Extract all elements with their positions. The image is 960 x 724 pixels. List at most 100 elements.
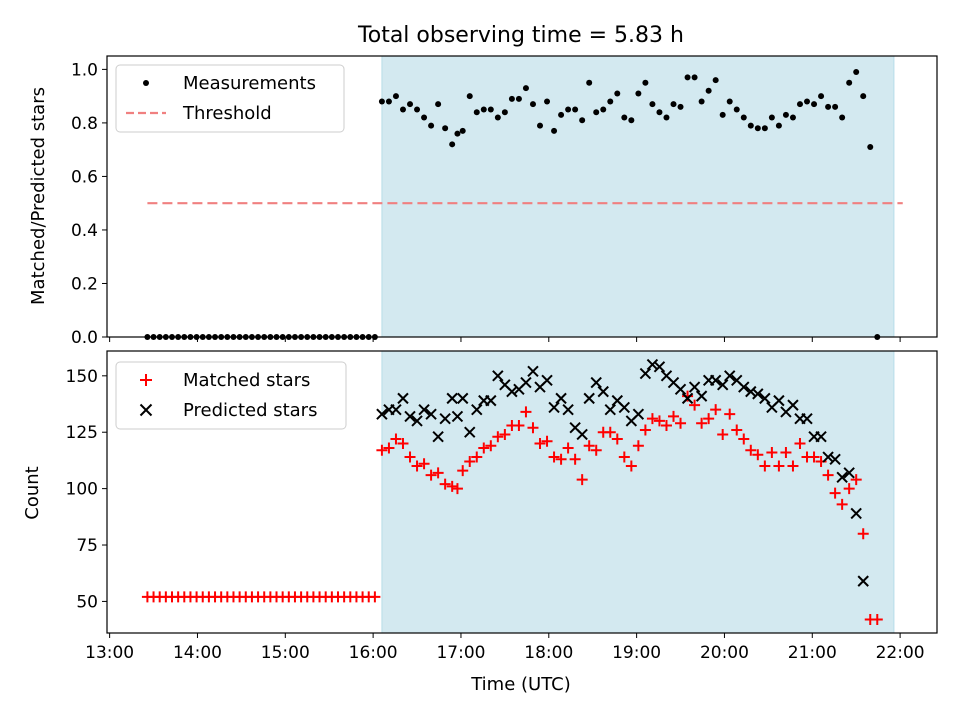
- measurement-point: [522, 85, 529, 92]
- matched-star-point: [432, 467, 444, 479]
- measurement-point: [839, 114, 846, 121]
- measurement-point: [804, 98, 811, 105]
- measurement-point: [635, 90, 642, 97]
- predicted-star-point: [555, 392, 567, 405]
- y-tick-label: 0.2: [71, 274, 98, 294]
- legend-label: Predicted stars: [183, 400, 317, 421]
- measurement-point: [796, 101, 803, 108]
- matched-star-point: [604, 426, 616, 438]
- y-tick-label: 1.0: [71, 60, 98, 80]
- predicted-star-point: [418, 403, 430, 416]
- matched-star-point: [646, 413, 658, 425]
- measurement-point: [421, 114, 428, 121]
- measurement-point: [740, 114, 747, 121]
- matched-star-point: [513, 419, 525, 431]
- legend-box: [115, 361, 347, 430]
- predicted-star-point: [541, 374, 553, 387]
- predicted-star-point: [787, 399, 799, 411]
- measurement-point: [614, 90, 621, 97]
- matched-star-point: [794, 437, 806, 449]
- matched-star-point: [451, 483, 463, 495]
- measurement-point: [600, 106, 607, 113]
- matched-star-point: [660, 419, 672, 431]
- legend-label: Threshold: [182, 103, 272, 124]
- predicted-star-point: [709, 374, 722, 387]
- measurement-point: [449, 141, 456, 148]
- measurement-point: [586, 79, 593, 86]
- predicted-star-point: [390, 403, 402, 416]
- matched-star-point: [766, 447, 778, 459]
- matched-star-point: [548, 451, 560, 463]
- bottom-ylabel: Count: [22, 466, 43, 519]
- predicted-star-point: [446, 392, 458, 405]
- measurement-point: [378, 98, 385, 105]
- y-tick-label: 125: [66, 423, 98, 443]
- legend-marker-measurements: [143, 80, 149, 86]
- y-tick-label: 75: [76, 536, 98, 556]
- measurement-point: [663, 114, 670, 121]
- predicted-star-point: [562, 403, 574, 416]
- matched-star-point: [632, 440, 644, 452]
- predicted-star-point: [850, 507, 862, 520]
- predicted-star-point: [822, 451, 834, 463]
- measurement-point: [544, 98, 551, 105]
- matched-star-point: [857, 528, 869, 540]
- measurement-point: [558, 111, 565, 118]
- predicted-star-point: [829, 453, 841, 465]
- predicted-star-point: [632, 408, 645, 420]
- matched-star-point: [478, 442, 490, 454]
- matched-star-point: [738, 433, 750, 445]
- x-tick-label: 22:00: [876, 643, 925, 663]
- measurement-point: [399, 106, 406, 113]
- matched-star-point: [653, 415, 665, 427]
- y-tick-label: 50: [76, 592, 98, 612]
- predicted-star-point: [451, 410, 464, 423]
- predicted-star-point: [674, 383, 687, 396]
- matched-star-point: [471, 451, 483, 463]
- measurement-point: [775, 122, 782, 129]
- matched-star-point: [583, 440, 595, 452]
- measurement-point: [428, 122, 435, 129]
- matched-star-point: [668, 410, 680, 422]
- matched-star-point: [850, 474, 862, 486]
- measurement-point: [466, 93, 473, 100]
- measurement-point: [494, 114, 501, 121]
- matched-star-point: [499, 428, 511, 440]
- matched-star-point: [675, 417, 687, 429]
- measurement-point: [487, 106, 494, 113]
- measurement-point: [621, 114, 628, 121]
- y-tick-label: 100: [66, 480, 98, 500]
- x-tick-label: 20:00: [700, 643, 749, 663]
- matched-star-point: [822, 469, 834, 481]
- matched-star-point: [590, 444, 602, 456]
- measurement-point: [454, 130, 461, 137]
- measurement-point: [846, 79, 853, 86]
- y-tick-label: 0.8: [71, 114, 98, 134]
- predicted-star-point: [759, 392, 771, 405]
- top-panel: Matched/Predicted stars 0.0 0.2 0.4 0.6 0.8 1…: [28, 55, 938, 348]
- measurement-point: [642, 79, 649, 86]
- matched-star-point: [724, 408, 736, 420]
- predicted-star-point: [639, 367, 652, 380]
- matched-star-point: [731, 424, 743, 436]
- matched-star-point: [411, 460, 423, 472]
- matched-star-point: [520, 406, 532, 418]
- predicted-star-point: [457, 392, 469, 405]
- measurement-point: [442, 125, 449, 132]
- matched-star-point: [534, 437, 546, 449]
- predicted-star-point: [425, 408, 437, 420]
- matched-star-point: [871, 613, 883, 625]
- measurement-point: [414, 106, 421, 113]
- plot-frame: [106, 350, 938, 634]
- matched-star-point: [689, 399, 701, 411]
- matched-star-point: [492, 431, 504, 443]
- predicted-star-point: [397, 392, 409, 405]
- measurement-point: [501, 109, 508, 116]
- x-tick-label: 21:00: [788, 643, 837, 663]
- matched-star-point: [541, 435, 553, 447]
- legend-marker-matched: [140, 374, 152, 386]
- matched-star-point: [759, 460, 771, 472]
- y-tick-label: 0.6: [71, 167, 98, 187]
- matched-star-point: [780, 447, 792, 459]
- y-tick-label: 0.4: [71, 221, 98, 241]
